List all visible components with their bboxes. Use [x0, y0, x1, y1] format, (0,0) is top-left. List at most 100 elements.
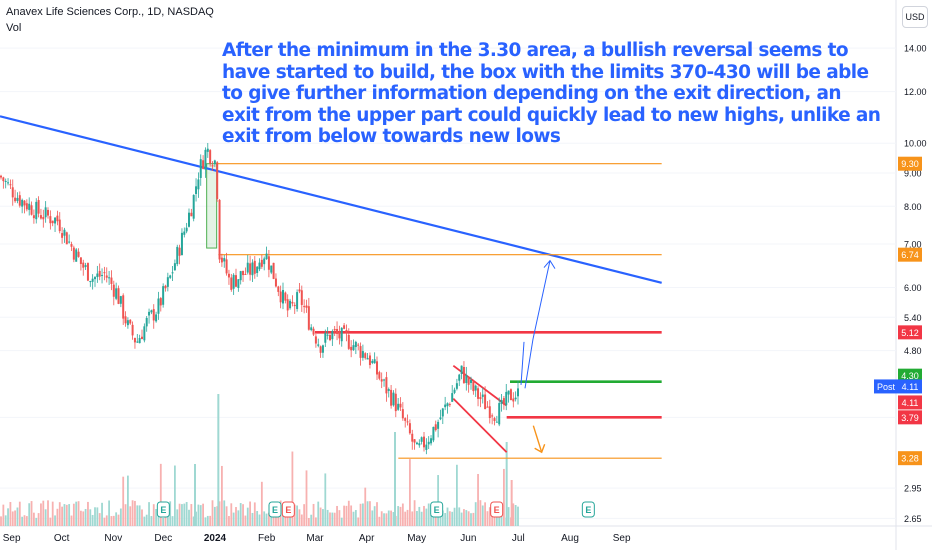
volume-bar: [401, 503, 404, 526]
earnings-marker: [581, 501, 595, 518]
volume-bar: [127, 475, 129, 526]
candle-body: [77, 251, 80, 257]
volume-bar: [277, 516, 280, 526]
candle-body: [265, 253, 268, 260]
volume-bar: [213, 506, 216, 526]
volume-spike: [505, 442, 508, 526]
candle-body: [366, 357, 369, 360]
channel-lower: [452, 397, 508, 453]
volume-bar: [23, 515, 26, 526]
candle-body: [89, 281, 92, 283]
candle-body: [18, 195, 21, 206]
candle-body: [293, 304, 296, 307]
plot-area: [0, 0, 896, 526]
candle-body: [143, 326, 146, 341]
volume-bar: [413, 500, 416, 526]
volume-bar: [235, 507, 237, 526]
candle-body: [239, 271, 242, 281]
volume-bar: [503, 468, 505, 526]
candle-body: [277, 286, 280, 292]
volume-bar: [190, 504, 193, 526]
candle-body: [230, 277, 233, 290]
candle-body: [197, 179, 200, 190]
candle-body: [329, 334, 331, 341]
candle-body: [270, 265, 273, 273]
candle-body: [486, 406, 489, 408]
candle-body: [119, 296, 122, 304]
price-label-box: [898, 156, 922, 171]
candle-body: [502, 398, 505, 405]
candle-body: [91, 278, 94, 282]
candle-body: [98, 270, 101, 277]
volume-bar: [399, 506, 402, 526]
x-tick-label: Jul: [512, 533, 525, 544]
volume-bar: [237, 510, 240, 526]
volume-bar: [75, 501, 78, 526]
volume-bar: [164, 511, 167, 526]
candle-body: [223, 258, 226, 262]
candle-body: [218, 199, 221, 260]
candle-body: [185, 227, 188, 232]
volume-bar: [181, 504, 183, 526]
volume-bar: [115, 512, 118, 526]
candle-body: [385, 377, 388, 394]
volume-bar: [324, 473, 327, 526]
candle-body: [430, 438, 433, 444]
candle-body: [498, 403, 501, 425]
candle-body: [399, 403, 402, 408]
candle-body: [150, 310, 153, 313]
candle-body: [183, 231, 186, 235]
candle-body: [423, 436, 425, 448]
candle-body: [448, 404, 451, 406]
candle-body: [411, 433, 414, 442]
candle-body: [352, 345, 355, 351]
volume-bar: [430, 515, 432, 526]
y-tick-label: 4.80: [904, 346, 922, 356]
candle-body: [202, 160, 205, 169]
volume-bar: [423, 505, 425, 526]
candle-body: [279, 291, 282, 303]
volume-bar: [206, 515, 209, 526]
candle-body: [392, 392, 395, 406]
candle-body: [133, 338, 136, 343]
candle-body: [101, 274, 104, 276]
volume-bar: [268, 512, 270, 526]
candle-body: [166, 277, 169, 287]
candle-body: [390, 389, 393, 406]
candle-body: [232, 274, 235, 289]
candle-body: [354, 341, 357, 348]
volume-bar: [373, 506, 376, 526]
volume-bar: [174, 465, 176, 526]
candle-body: [378, 372, 381, 379]
candle-body: [86, 263, 89, 281]
price-label-box: [898, 247, 922, 262]
candle-body: [364, 353, 367, 359]
volume-bar: [409, 459, 411, 526]
volume-bar: [380, 511, 383, 526]
volume-bar: [143, 516, 146, 526]
candle-body: [70, 244, 73, 247]
volume-bar: [4, 515, 7, 526]
volume-bar: [289, 514, 291, 526]
volume-bar: [385, 513, 388, 526]
volume-spike: [217, 394, 220, 526]
volume-bar: [37, 513, 40, 526]
volume-bar: [197, 504, 200, 526]
volume-bar: [317, 501, 320, 526]
volume-bar: [82, 511, 85, 526]
volume-bar: [80, 510, 82, 526]
candle-body: [404, 418, 407, 421]
volume-bar: [68, 504, 71, 526]
price-label-text: 4.11: [902, 382, 919, 392]
candle-body: [0, 175, 2, 178]
volume-bar: [178, 503, 181, 526]
candle-body: [472, 381, 475, 392]
volume-bar: [416, 511, 418, 526]
candle-body: [138, 338, 141, 344]
candle-body: [115, 288, 118, 299]
volume-bar: [96, 507, 99, 526]
candle-body: [312, 328, 315, 335]
volume-bar: [263, 511, 266, 526]
currency-button[interactable]: USD: [902, 6, 928, 28]
